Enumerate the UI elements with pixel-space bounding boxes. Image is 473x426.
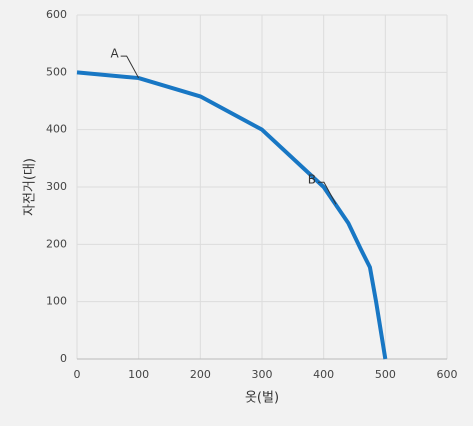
x-axis-title: 옷(벌) xyxy=(245,391,279,406)
annotation-leader xyxy=(120,55,140,79)
x-tick-label: 200 xyxy=(190,368,211,381)
x-tick-label: 0 xyxy=(74,368,81,381)
line-series xyxy=(76,70,388,360)
y-tick-label: 600 xyxy=(46,8,67,21)
y-tick-label: 400 xyxy=(46,123,67,136)
annotation-leader xyxy=(318,181,337,205)
x-tick-label: 300 xyxy=(252,368,273,381)
x-tick-label: 100 xyxy=(128,368,149,381)
y-tick-label: 100 xyxy=(46,295,67,308)
y-tick-label: 200 xyxy=(46,237,67,250)
y-tick-label: 300 xyxy=(46,180,67,193)
annotation-label: B xyxy=(308,173,316,187)
y-tick-label: 0 xyxy=(60,352,67,365)
y-tick-label: 500 xyxy=(46,65,67,78)
x-tick-label: 400 xyxy=(313,368,334,381)
x-tick-label: 500 xyxy=(375,368,396,381)
annotation-label: A xyxy=(110,47,119,61)
x-tick-label: 600 xyxy=(437,368,458,381)
y-axis-title: 자전거(대) xyxy=(23,158,38,216)
